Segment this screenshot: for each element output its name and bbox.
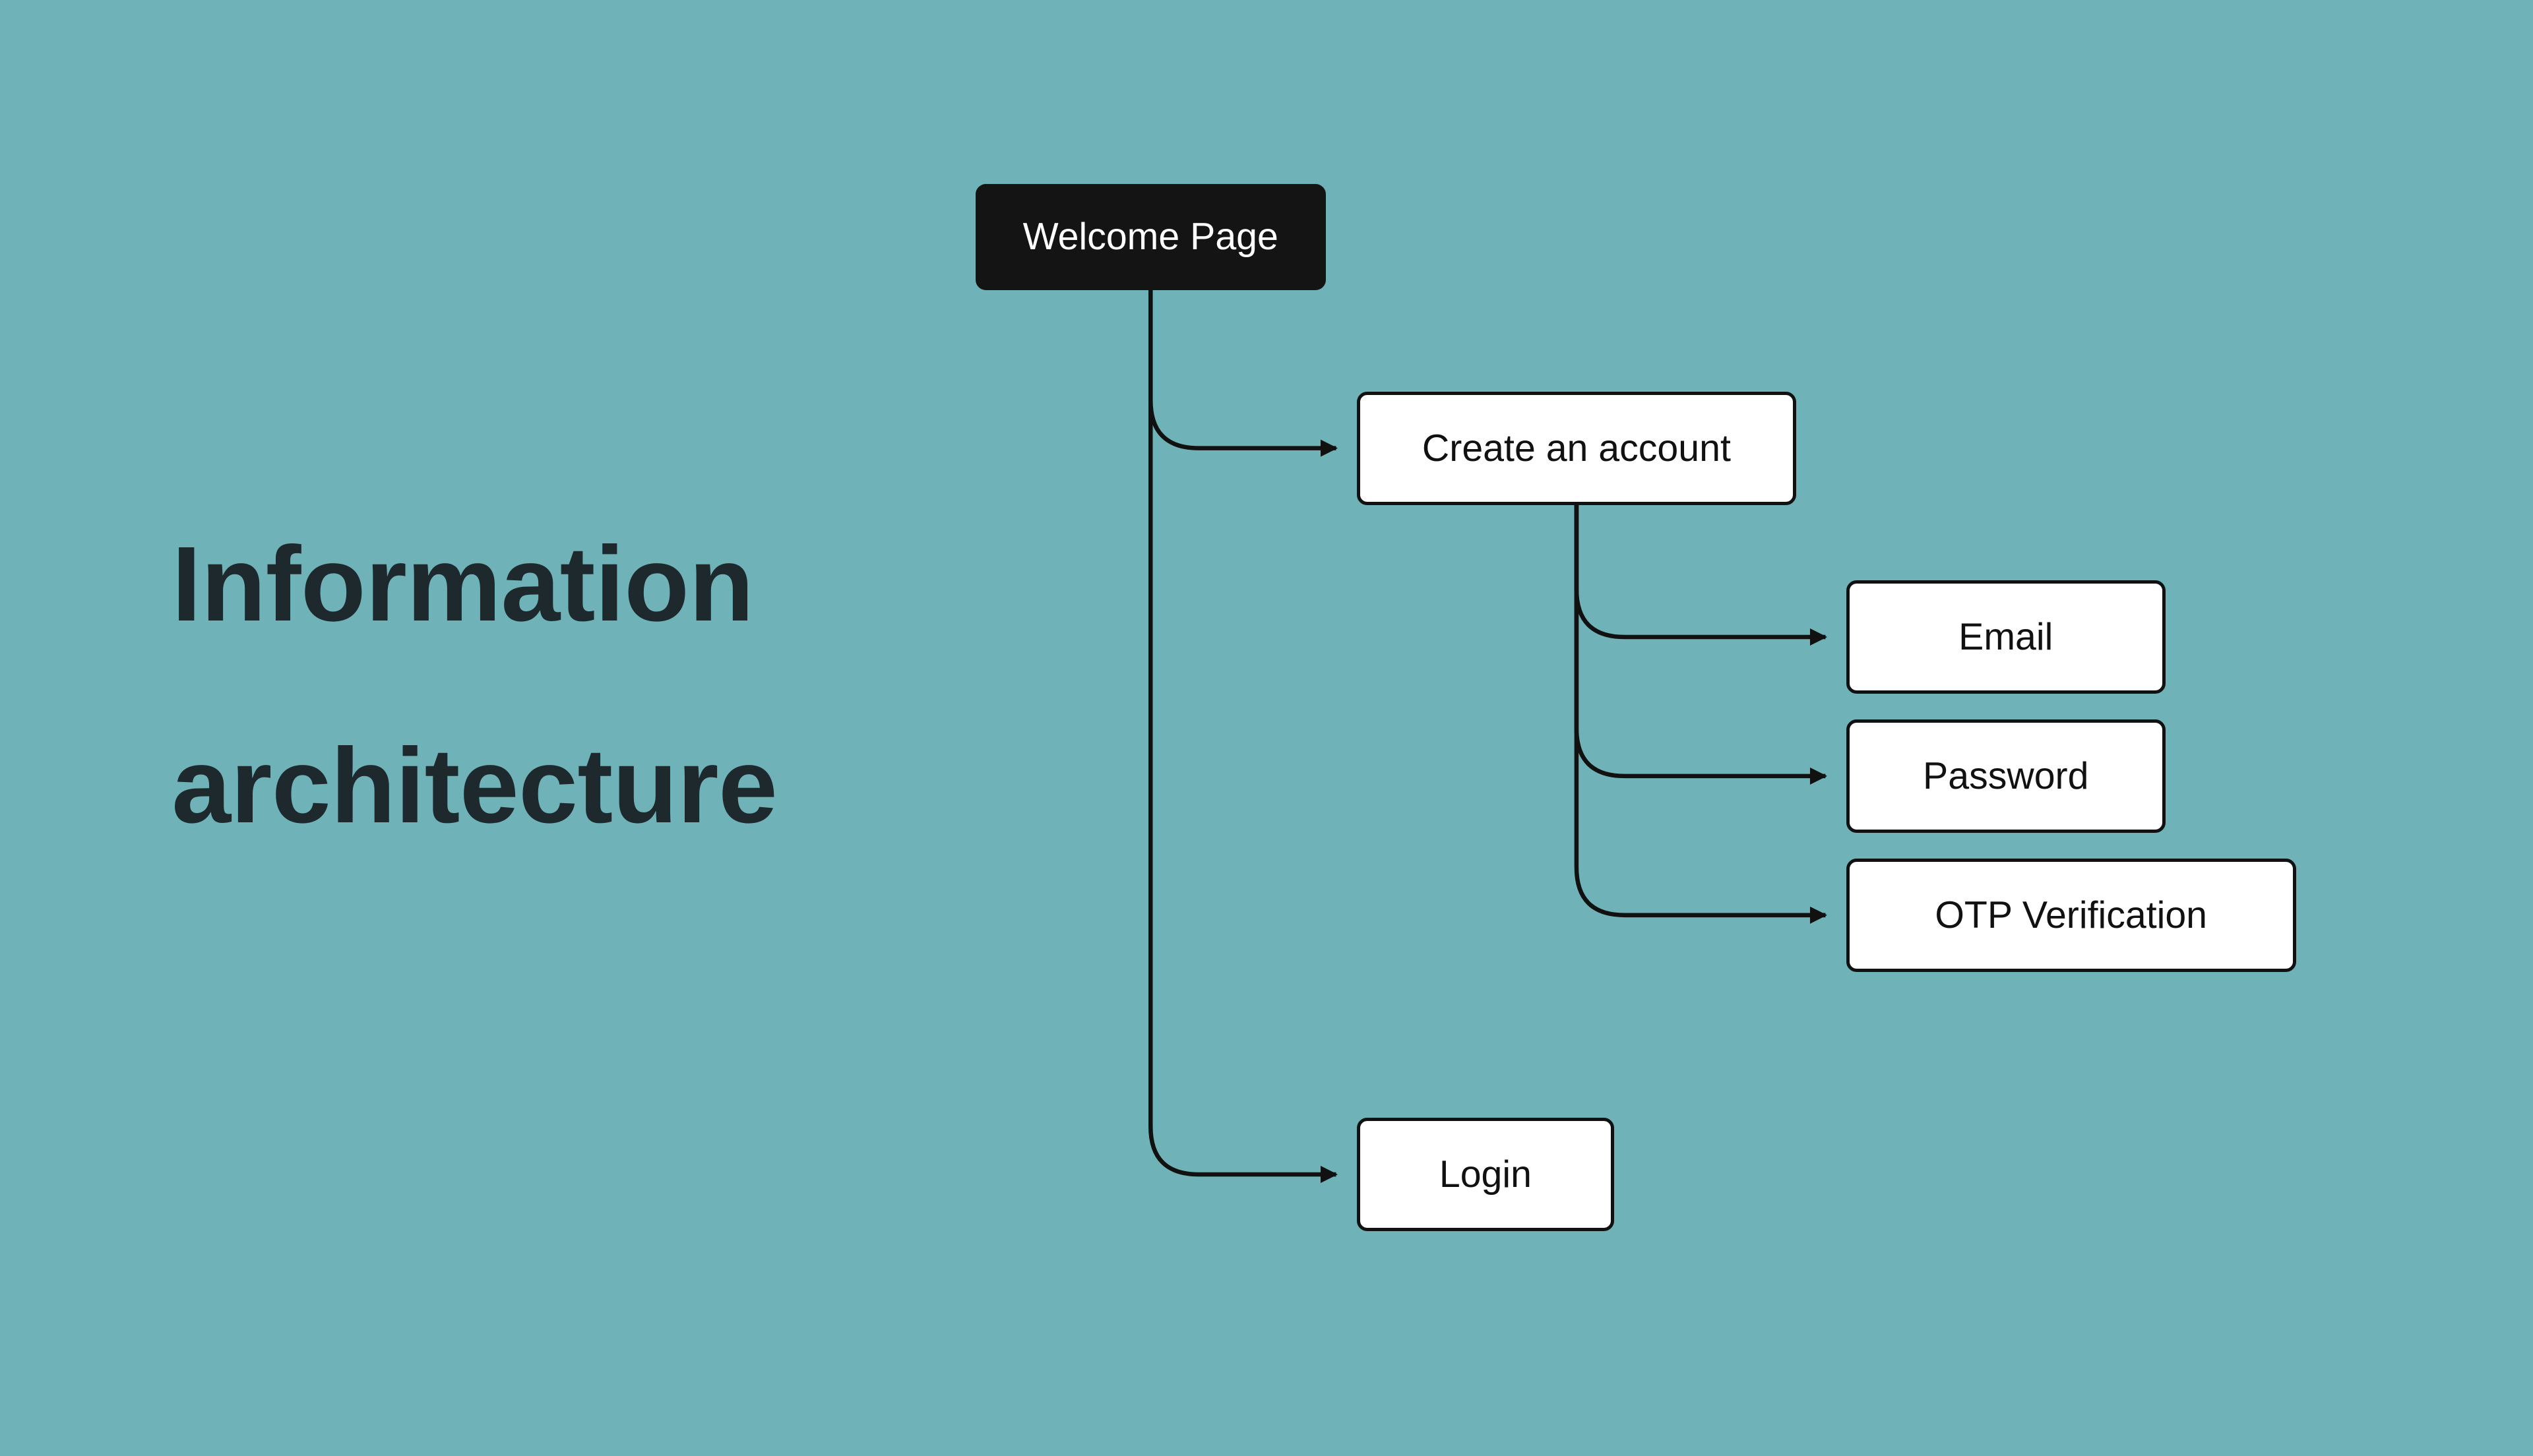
edge-create-to-otp xyxy=(1577,505,1825,915)
node-label: Email xyxy=(1958,615,2053,659)
node-login: Login xyxy=(1357,1118,1615,1231)
page-title: Information architecture xyxy=(172,524,777,847)
node-label: OTP Verification xyxy=(1935,894,2207,937)
node-label: Create an account xyxy=(1422,427,1731,470)
node-otp: OTP Verification xyxy=(1846,859,2296,972)
edge-create-to-email xyxy=(1577,505,1825,637)
edge-welcome-to-create xyxy=(1150,290,1336,448)
edge-welcome-to-login xyxy=(1150,290,1336,1174)
node-label: Welcome Page xyxy=(1023,215,1278,258)
page-title-line2: architecture xyxy=(172,725,777,848)
node-welcome: Welcome Page xyxy=(976,184,1326,290)
node-label: Password xyxy=(1923,754,2088,798)
node-password: Password xyxy=(1846,719,2166,833)
page-title-line1: Information xyxy=(172,524,777,646)
node-email: Email xyxy=(1846,580,2166,694)
edge-create-to-password xyxy=(1577,505,1825,776)
node-create: Create an account xyxy=(1357,392,1796,505)
node-label: Login xyxy=(1439,1153,1532,1196)
diagram-canvas: Information architecture Welcome Page Creat… xyxy=(0,0,2533,1456)
